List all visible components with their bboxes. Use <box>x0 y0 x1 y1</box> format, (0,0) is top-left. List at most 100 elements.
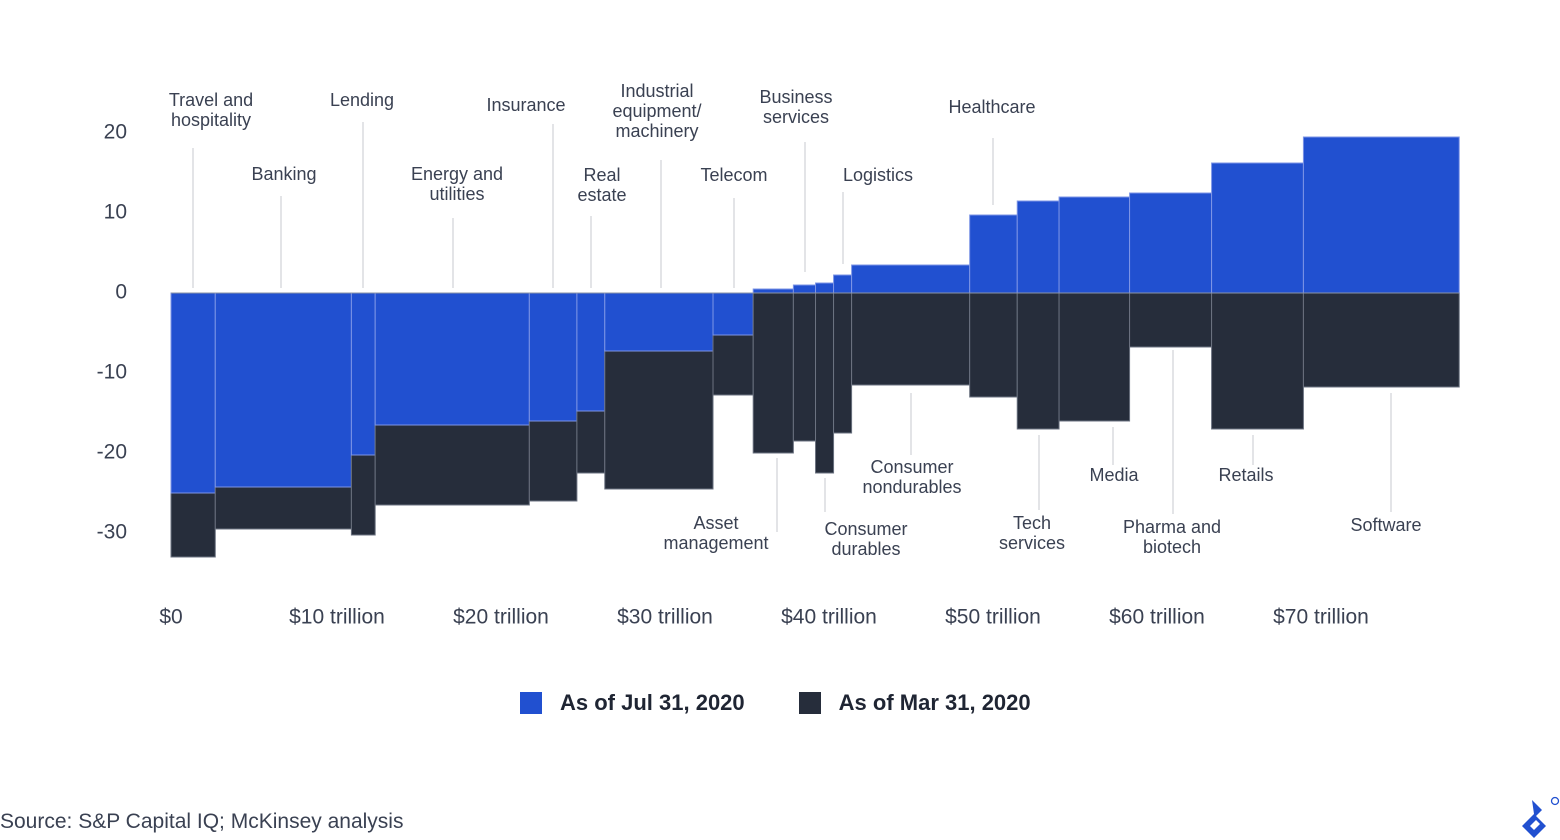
category-label-line: Industrial <box>620 81 693 101</box>
category-label-line: Lending <box>330 90 394 110</box>
bar-mar <box>170 492 216 558</box>
category-label: Industrial equipment/machinery <box>612 81 701 141</box>
category-label-line: Banking <box>251 164 316 184</box>
x-tick-label: $60 trillion <box>1109 606 1205 629</box>
bar-group <box>214 292 352 530</box>
bar-jul <box>604 292 714 352</box>
bar-jul <box>1016 200 1060 294</box>
category-label-line: Consumer <box>870 457 953 477</box>
category-label-line: Asset <box>693 513 738 533</box>
bar-group <box>1058 196 1131 422</box>
bar-mar <box>851 292 971 386</box>
bar-jul <box>851 264 971 294</box>
category-label-line: Retails <box>1218 465 1273 485</box>
bar-mar <box>833 292 853 434</box>
category-label: Business services <box>759 87 832 127</box>
bar-mar <box>1016 292 1060 430</box>
bar-jul <box>833 274 853 294</box>
bar-jul <box>576 292 606 412</box>
category-label: Tech services <box>999 513 1065 553</box>
category-label-line: management <box>663 533 768 553</box>
category-label: Software <box>1350 515 1421 535</box>
bar-mar <box>969 292 1018 398</box>
x-tick-label: $40 trillion <box>781 606 877 629</box>
bar-mar <box>792 292 817 442</box>
bar-mar <box>528 420 578 502</box>
bar-jul <box>815 282 835 294</box>
category-label: Real estate <box>577 165 626 205</box>
bar-mar <box>712 334 754 396</box>
bar-group <box>1302 136 1460 388</box>
category-label-line: Pharma and <box>1123 517 1221 537</box>
bar-jul <box>350 292 376 456</box>
bar-group <box>604 292 714 490</box>
category-label-line: Media <box>1089 465 1139 485</box>
category-label-line: Business <box>759 87 832 107</box>
category-label-line: Logistics <box>843 165 913 185</box>
bar-group <box>350 292 376 536</box>
legend-item-jul: As of Jul 31, 2020 <box>520 690 745 716</box>
category-label: Banking <box>251 164 316 184</box>
bar-group <box>528 292 578 502</box>
bar-jul <box>1129 192 1213 294</box>
bar-group <box>576 292 606 474</box>
category-label: Retails <box>1218 465 1273 485</box>
category-label-line: estate <box>577 185 626 205</box>
bar-group <box>833 274 853 434</box>
bar-mar <box>350 454 376 536</box>
bar-mar <box>214 486 352 530</box>
category-label-line: Real <box>583 165 620 185</box>
bar-mar <box>1129 292 1213 348</box>
bar-jul <box>969 214 1018 294</box>
category-label-line: machinery <box>615 121 698 141</box>
bar-group <box>752 288 794 454</box>
bar-jul <box>1058 196 1131 294</box>
legend-label-jul: As of Jul 31, 2020 <box>560 690 745 715</box>
marimekko-chart: 20 10 0 -10 -20 -30 $0 $10 trillion $20 trillion… <box>97 81 1460 629</box>
bar-jul <box>712 292 754 336</box>
bar-group <box>374 292 530 506</box>
bar-group <box>792 284 817 442</box>
category-label-line: hospitality <box>171 110 251 130</box>
bar-jul <box>214 292 352 488</box>
bar-group <box>170 292 216 558</box>
bar-mar <box>752 292 794 454</box>
bar-jul <box>170 292 216 494</box>
bar-group <box>1016 200 1060 430</box>
bar-jul <box>374 292 530 426</box>
bar-mar <box>604 350 714 490</box>
bar-group <box>1211 162 1304 430</box>
legend-swatch-jul <box>520 692 542 714</box>
category-label: Telecom <box>700 165 767 185</box>
x-tick-label: $0 <box>159 606 182 629</box>
x-tick-label: $20 trillion <box>453 606 549 629</box>
y-tick-label: 0 <box>115 281 127 304</box>
y-tick-label: -10 <box>97 361 127 384</box>
category-label: Consumer nondurables <box>862 457 961 497</box>
category-label: Lending <box>330 90 394 110</box>
category-label-line: Telecom <box>700 165 767 185</box>
y-tick-label: -20 <box>97 441 127 464</box>
bar-mar <box>1211 292 1304 430</box>
category-label-line: services <box>763 107 829 127</box>
category-label: Asset management <box>663 513 768 553</box>
category-label-line: Tech <box>1013 513 1051 533</box>
bar-mar <box>1302 292 1460 388</box>
category-label: Travel and hospitality <box>169 90 253 130</box>
category-label: Pharma and biotech <box>1123 517 1221 557</box>
category-label-line: nondurables <box>862 477 961 497</box>
bar-jul <box>752 288 794 294</box>
bar-jul <box>1211 162 1304 294</box>
y-tick-label: -30 <box>97 521 127 544</box>
legend-label-mar: As of Mar 31, 2020 <box>838 690 1031 715</box>
category-label-line: Energy and <box>411 164 503 184</box>
category-label: Healthcare <box>948 97 1035 117</box>
category-label: Media <box>1089 465 1139 485</box>
x-tick-label: $30 trillion <box>617 606 713 629</box>
bar-jul <box>528 292 578 422</box>
category-label-line: services <box>999 533 1065 553</box>
x-tick-label: $70 trillion <box>1273 606 1369 629</box>
category-label-line: biotech <box>1143 537 1201 557</box>
category-label: Insurance <box>486 95 565 115</box>
category-label-line: Software <box>1350 515 1421 535</box>
